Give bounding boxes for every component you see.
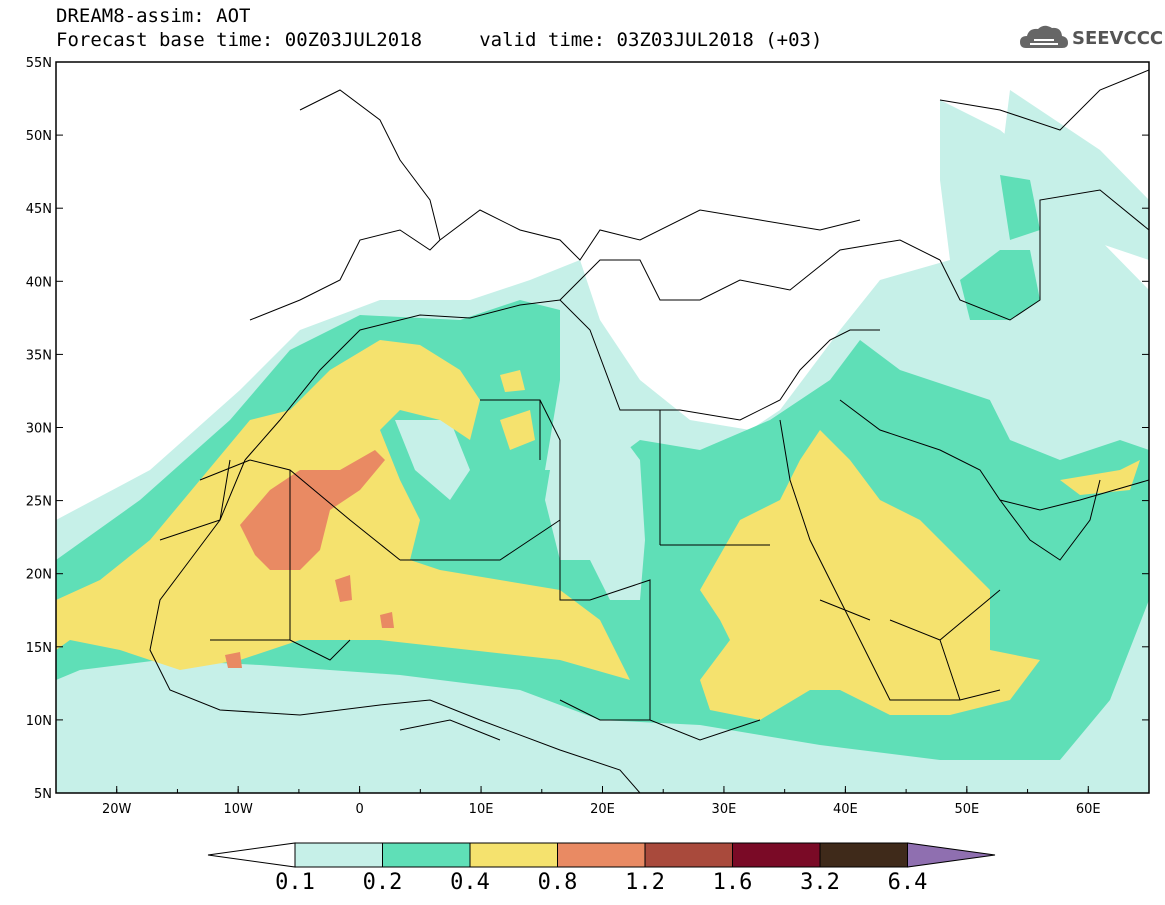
aot-contour-0.4 xyxy=(56,340,630,680)
aot-field xyxy=(56,62,1149,793)
colorbar-bin xyxy=(557,842,646,868)
lat-tick-label: 25N xyxy=(26,495,52,510)
colorbar-label: 1.6 xyxy=(712,870,753,895)
lat-tick-label: 20N xyxy=(26,568,52,583)
lon-tick-label: 40E xyxy=(833,802,858,817)
seevccc-logo: SEEVCCC xyxy=(1018,22,1163,56)
colorbar-bin xyxy=(382,842,471,868)
lat-tick-label: 35N xyxy=(26,348,52,363)
lon-tick-label: 10W xyxy=(223,802,253,817)
lat-tick-label: 10N xyxy=(26,714,52,729)
lat-tick-label: 50N xyxy=(26,129,52,144)
colorbar-bin xyxy=(294,842,383,868)
lat-tick-label: 15N xyxy=(26,641,52,656)
lat-tick-label: 5N xyxy=(34,787,52,802)
lat-tick-label: 40N xyxy=(26,275,52,290)
colorbar-label: 0.1 xyxy=(275,870,315,895)
colorbar-label: 0.2 xyxy=(362,870,403,895)
aot-contour-0.8 xyxy=(240,450,385,570)
lat-tick-label: 45N xyxy=(26,202,52,217)
logo-text: SEEVCCC xyxy=(1072,28,1164,49)
colorbar-label: 0.8 xyxy=(537,870,578,895)
colorbar-bin xyxy=(644,842,733,868)
colorbar-bin xyxy=(819,842,908,868)
colorbar-bin xyxy=(732,842,821,868)
cloud-icon xyxy=(1020,25,1068,48)
longitude-ticks: 20W 10W 0 10E 20E 30E 40E 50E 60E xyxy=(55,786,1150,817)
lat-tick-label: 30N xyxy=(26,422,52,437)
lon-tick-label: 10E xyxy=(469,802,494,817)
lon-tick-label: 30E xyxy=(712,802,737,817)
lon-tick-label: 0 xyxy=(355,802,363,817)
colorbar-under-arrow xyxy=(207,842,296,868)
map-title: DREAM8-assim: AOT xyxy=(56,5,251,27)
colorbar-label: 6.4 xyxy=(887,870,928,895)
colorbar-label: 0.4 xyxy=(450,870,490,895)
lon-tick-label: 50E xyxy=(954,802,979,817)
lon-tick-label: 20E xyxy=(590,802,615,817)
colorbar-bin xyxy=(469,842,558,868)
latitude-ticks: 55N 50N 45N 40N 35N 30N 25N 20N 15N 10N 5N xyxy=(26,56,1149,802)
colorbar-label: 3.2 xyxy=(800,870,840,895)
colorbar-label: 1.2 xyxy=(625,870,665,895)
lon-tick-label: 20W xyxy=(102,802,132,817)
colorbar-over-arrow xyxy=(907,842,996,868)
lat-tick-label: 55N xyxy=(26,56,52,71)
forecast-time-line: Forecast base time: 00Z03JUL2018 valid t… xyxy=(56,29,823,51)
lon-tick-label: 60E xyxy=(1076,802,1101,817)
colorbar xyxy=(207,842,996,868)
coastlines xyxy=(149,69,1149,793)
